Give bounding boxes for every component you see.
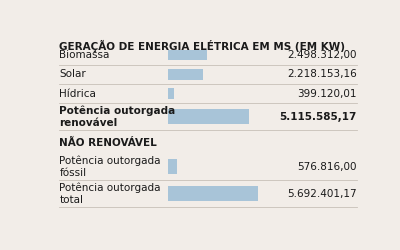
Text: 2.218.153,16: 2.218.153,16: [287, 69, 357, 79]
Text: Potência outorgada
renovável: Potência outorgada renovável: [59, 106, 176, 128]
Text: 576.816,00: 576.816,00: [297, 162, 357, 172]
Bar: [168, 110, 248, 124]
Bar: [168, 50, 207, 60]
Bar: [168, 69, 203, 80]
Text: Potência outorgada
fóssil: Potência outorgada fóssil: [59, 156, 161, 178]
Text: 5.115.585,17: 5.115.585,17: [280, 112, 357, 122]
Bar: [168, 186, 258, 201]
Text: Solar: Solar: [59, 69, 86, 79]
Text: 2.498.312,00: 2.498.312,00: [287, 50, 357, 60]
Text: 5.692.401,17: 5.692.401,17: [287, 189, 357, 198]
Text: Potência outorgada
total: Potência outorgada total: [59, 182, 161, 205]
Bar: [168, 160, 177, 174]
Text: Hídrica: Hídrica: [59, 88, 96, 99]
Text: Biomassa: Biomassa: [59, 50, 110, 60]
Text: NÃO RENOVÁVEL: NÃO RENOVÁVEL: [59, 138, 157, 148]
Text: 399.120,01: 399.120,01: [297, 88, 357, 99]
Text: GERAÇÃO DE ENERGIA ELÉTRICA EM MS (EM KW): GERAÇÃO DE ENERGIA ELÉTRICA EM MS (EM KW…: [59, 40, 345, 52]
Bar: [168, 88, 174, 99]
